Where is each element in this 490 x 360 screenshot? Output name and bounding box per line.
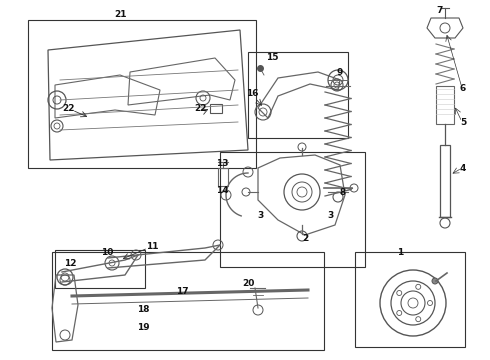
Text: 3: 3 bbox=[257, 211, 263, 220]
Text: 9: 9 bbox=[337, 68, 343, 77]
Bar bbox=[210, 104, 222, 113]
Text: 12: 12 bbox=[64, 260, 76, 269]
Bar bbox=[55, 250, 145, 288]
Text: 3: 3 bbox=[327, 211, 333, 220]
Text: 16: 16 bbox=[246, 89, 258, 98]
Text: 14: 14 bbox=[216, 185, 228, 194]
Bar bbox=[218, 168, 228, 186]
Text: 7: 7 bbox=[437, 5, 443, 14]
Bar bbox=[28, 20, 256, 168]
Text: 18: 18 bbox=[137, 306, 149, 315]
Text: 4: 4 bbox=[460, 163, 466, 172]
Text: 2: 2 bbox=[302, 234, 308, 243]
Text: 13: 13 bbox=[216, 158, 228, 167]
Text: 6: 6 bbox=[460, 84, 466, 93]
Text: 22: 22 bbox=[62, 104, 74, 113]
Bar bbox=[436, 86, 454, 124]
Bar bbox=[248, 52, 348, 138]
Text: 10: 10 bbox=[101, 248, 113, 257]
Text: 5: 5 bbox=[460, 117, 466, 126]
Bar bbox=[52, 252, 324, 350]
Text: 8: 8 bbox=[340, 188, 346, 197]
Circle shape bbox=[432, 278, 438, 284]
Text: 17: 17 bbox=[176, 287, 188, 296]
Text: 20: 20 bbox=[242, 279, 254, 288]
Text: 19: 19 bbox=[137, 323, 149, 332]
Bar bbox=[355, 252, 465, 347]
Text: 15: 15 bbox=[266, 53, 278, 62]
Text: 21: 21 bbox=[114, 9, 126, 18]
Text: 22: 22 bbox=[194, 104, 206, 113]
Text: 1: 1 bbox=[397, 248, 403, 257]
Bar bbox=[220, 152, 365, 267]
Bar bbox=[440, 145, 450, 217]
Text: 11: 11 bbox=[146, 242, 158, 251]
